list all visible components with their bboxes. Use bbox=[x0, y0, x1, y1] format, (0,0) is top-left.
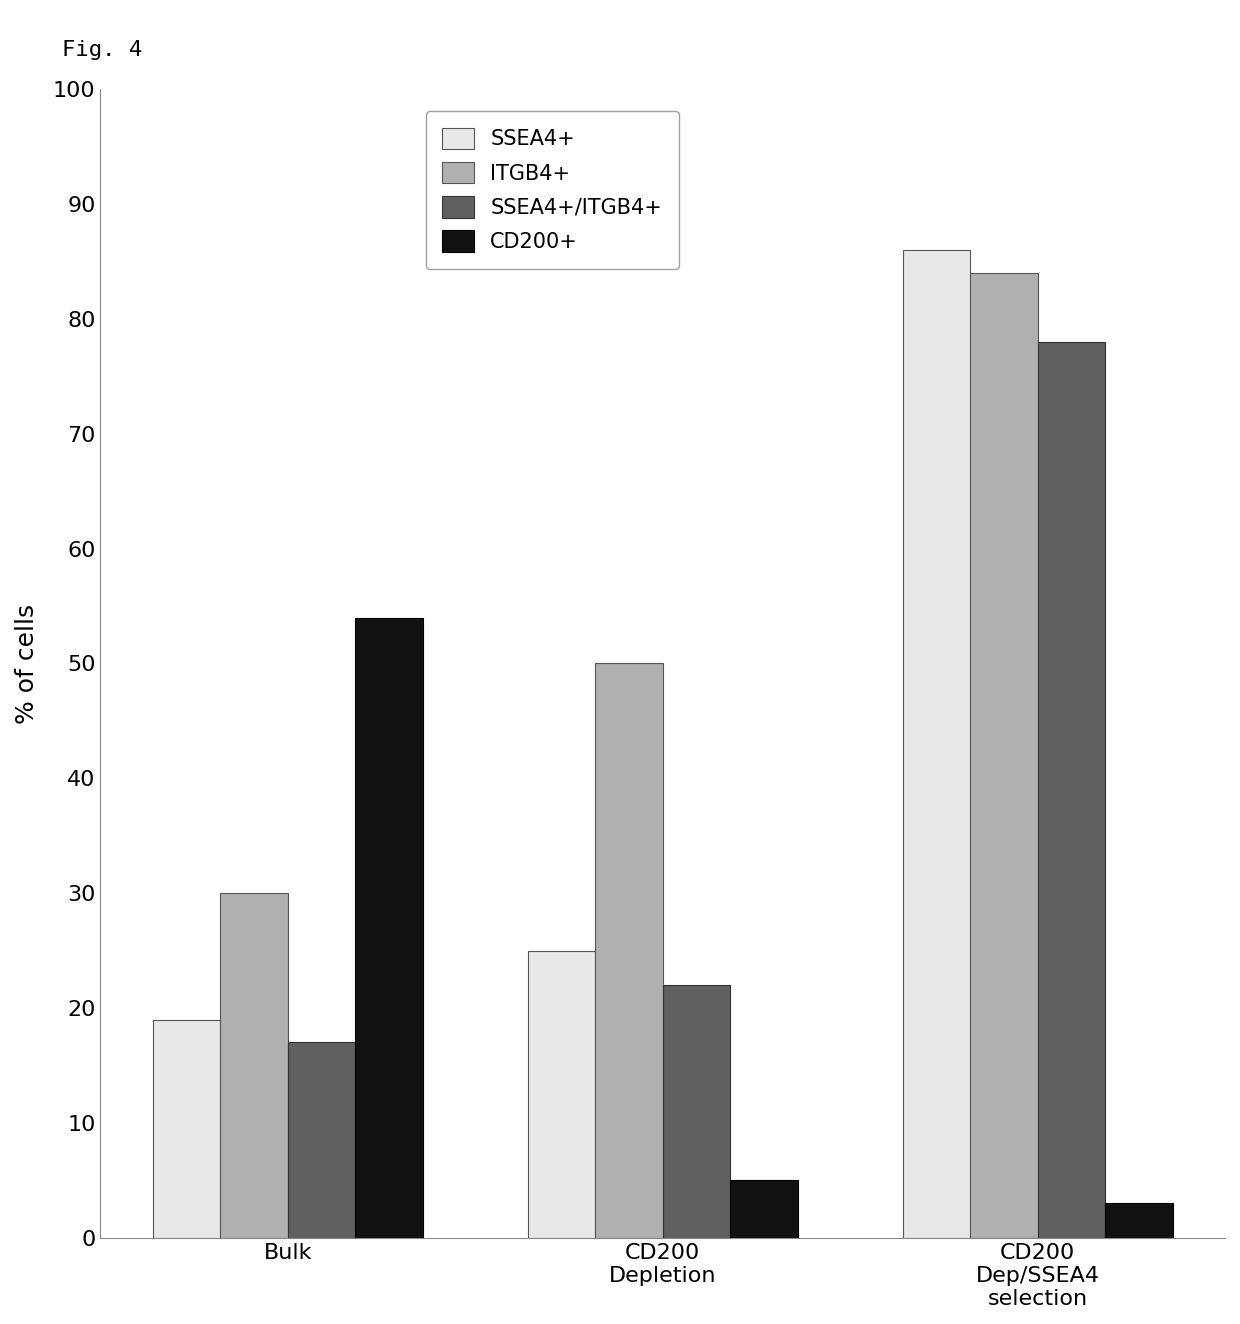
Bar bbox=[903, 250, 970, 1238]
Y-axis label: % of cells: % of cells bbox=[15, 604, 38, 723]
Legend: SSEA4+, ITGB4+, SSEA4+/ITGB4+, CD200+: SSEA4+, ITGB4+, SSEA4+/ITGB4+, CD200+ bbox=[425, 111, 678, 269]
Bar bbox=[595, 663, 662, 1238]
Bar bbox=[1105, 1204, 1173, 1238]
Bar bbox=[356, 617, 423, 1238]
Bar bbox=[662, 985, 730, 1238]
Bar bbox=[221, 894, 288, 1238]
Bar bbox=[288, 1042, 356, 1238]
Bar bbox=[730, 1180, 797, 1238]
Bar bbox=[528, 951, 595, 1238]
Bar bbox=[970, 273, 1038, 1238]
Text: Fig. 4: Fig. 4 bbox=[62, 40, 143, 60]
Bar bbox=[1038, 342, 1105, 1238]
Bar bbox=[153, 1019, 221, 1238]
